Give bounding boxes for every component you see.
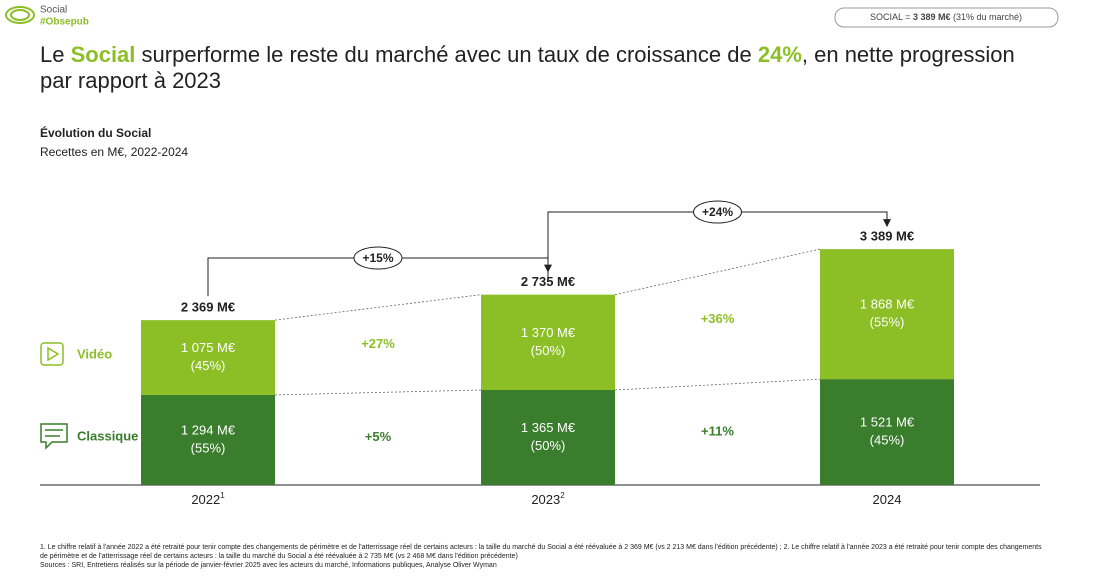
category-superscript: 1 [220, 491, 225, 500]
x-tick-label: 2024 [873, 492, 902, 507]
category: 2022 [191, 492, 220, 507]
bar-segment [141, 320, 275, 395]
bar-segment [141, 394, 275, 485]
headline-highlight: 24% [757, 42, 802, 67]
growth-label: +36% [701, 311, 735, 326]
growth-label: +27% [361, 336, 395, 351]
category: 2023 [531, 492, 560, 507]
growth-bubble [353, 246, 403, 270]
growth-bubble [693, 200, 742, 224]
value-label: 1 075 M€ [181, 340, 236, 355]
legend-label: Vidéo [77, 346, 112, 361]
footnotes: 1. Le chiffre relatif à l'année 2022 a é… [40, 543, 1050, 570]
tag: #Obsepub [40, 17, 89, 28]
growth-label: +5% [365, 429, 392, 444]
section: Social [40, 5, 67, 16]
connector [614, 378, 821, 391]
chart-subtitle: Recettes en M€, 2022-2024 [40, 145, 188, 159]
bar-segment [820, 379, 954, 485]
growth-label: +11% [701, 424, 734, 439]
bar-segment [481, 294, 615, 390]
headline-highlight: Social [70, 42, 136, 67]
headline-part: surperforme le reste du marché avec un t… [135, 42, 758, 67]
share-label: (45%) [870, 433, 905, 448]
legend-label: Classique [77, 428, 138, 443]
total-label: 2 369 M€ [181, 300, 235, 315]
badge-text: SOCIAL = 3 389 M€ (31% du marché) [870, 12, 1022, 22]
chart-title: Évolution du Social [40, 125, 151, 140]
logo [5, 6, 35, 24]
total-label: 3 389 M€ [860, 229, 914, 244]
share-label: (55%) [870, 315, 905, 330]
value-label: 1 521 M€ [860, 415, 915, 430]
connector [614, 248, 821, 296]
bar-segment [481, 389, 615, 485]
badge [834, 7, 1059, 28]
headline: Le Social surperforme le reste du marché… [40, 42, 1040, 94]
share-label: (50%) [531, 343, 566, 358]
total-label: 2 735 M€ [521, 274, 575, 289]
value-label: 1 365 M€ [521, 420, 576, 435]
bar-segment [820, 249, 954, 380]
value-label: 1 868 M€ [860, 297, 915, 312]
value-label: 1 294 M€ [181, 422, 236, 437]
total-growth-label: +24% [702, 205, 733, 219]
headline-part: Le [40, 42, 71, 67]
share-label: (45%) [191, 358, 226, 373]
badge-prefix: SOCIAL = [870, 12, 913, 22]
badge-bold: 3 389 M€ [913, 12, 951, 22]
total-growth-label: +15% [362, 251, 393, 265]
connector [274, 389, 482, 396]
x-tick-label: 20232 [531, 491, 565, 507]
connector [274, 294, 482, 321]
category-superscript: 2 [560, 491, 565, 500]
share-label: (55%) [191, 440, 226, 455]
video-icon [40, 342, 64, 366]
badge-suffix: (31% du marché) [950, 12, 1022, 22]
x-tick-label: 20221 [191, 491, 225, 507]
classic-icon [40, 423, 68, 450]
footnote: 1. Le chiffre relatif à l'année 2022 a é… [40, 544, 1042, 560]
share-label: (50%) [531, 438, 566, 453]
value-label: 1 370 M€ [521, 325, 576, 340]
category: 2024 [873, 492, 902, 507]
footnote: Sources : SRI, Entretiens réalisés sur l… [40, 562, 497, 569]
headline-part: , en nette progression par rapport à 202… [40, 42, 1015, 93]
